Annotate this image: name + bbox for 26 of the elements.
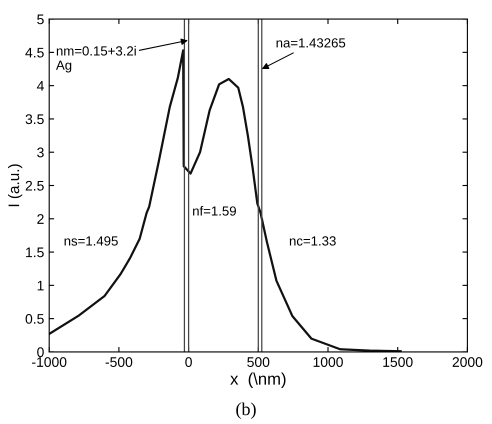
y-tick-label: 2 xyxy=(37,214,44,224)
x-tick-label: 500 xyxy=(247,357,270,367)
y-tick-label: 4 xyxy=(36,81,44,91)
y-tick-label: 4.5 xyxy=(25,48,44,58)
annotation: nc=1.33 xyxy=(290,236,336,246)
x-tick-label: 1000 xyxy=(314,357,343,367)
x-tick-label: -500 xyxy=(106,357,132,367)
text: (b) xyxy=(236,402,256,419)
annotation: nf=1.59 xyxy=(193,206,236,216)
y-tick-label: 1.5 xyxy=(26,248,44,258)
x-tick-label: -1000 xyxy=(32,357,66,367)
y-tick-label: 3.5 xyxy=(26,114,44,124)
annotation: na=1.43265 xyxy=(276,38,346,48)
y-tick-label: 3 xyxy=(37,148,44,158)
annotation: ns=1.495 xyxy=(64,236,118,246)
x-tick-label: 2000 xyxy=(452,357,482,367)
y-tick-label: 1 xyxy=(38,280,44,290)
x-axis-title: x (\nm) xyxy=(230,372,286,388)
annotation: nm=0.15+3.2i Ag xyxy=(56,46,136,72)
x-tick-label: 1500 xyxy=(383,357,413,367)
y-tick-label: 0 xyxy=(37,347,44,358)
y-axis-title: I (a.u.) xyxy=(8,164,22,206)
x-tick-label: 0 xyxy=(185,357,192,367)
y-tick-label: 2.5 xyxy=(26,180,44,191)
y-tick-label: 5 xyxy=(37,14,44,24)
y-tick-label: 0.5 xyxy=(26,314,44,324)
